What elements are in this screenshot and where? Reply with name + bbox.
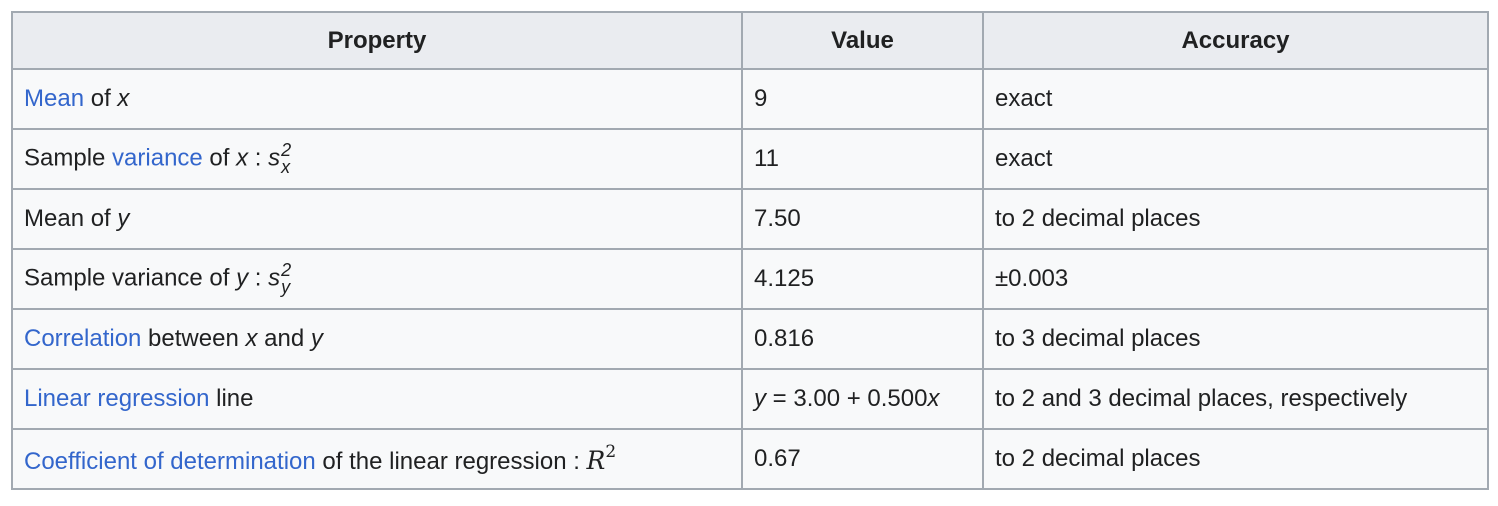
link[interactable]: Linear regression: [24, 385, 210, 412]
text: to 3 decimal places: [995, 325, 1201, 352]
table-cell: Correlation between x and y: [11, 308, 743, 370]
text: line: [209, 385, 254, 412]
table-cell: 0.816: [741, 308, 984, 370]
table-row: Mean of x 9 exact: [11, 68, 1489, 130]
text: Sample variance of: [24, 264, 237, 292]
column-header: Accuracy: [982, 11, 1489, 70]
table-cell: to 2 and 3 decimal places, respectively: [982, 368, 1489, 430]
italic-text: y: [236, 264, 249, 292]
table-cell: ±0.003: [982, 248, 1489, 310]
table-row: Correlation between x and y 0.816 to 3 dec…: [11, 308, 1489, 370]
text: 0.816: [754, 325, 815, 352]
italic-text: x: [927, 385, 940, 412]
text: 9: [754, 85, 768, 112]
text: ±0.003: [995, 265, 1069, 292]
text: of: [202, 144, 237, 172]
italic-text: y: [117, 205, 130, 232]
subscript: x: [281, 157, 291, 177]
italic-text: y: [310, 325, 323, 352]
italic-text: x: [117, 85, 130, 112]
italic-text: x: [236, 144, 249, 172]
link[interactable]: Coefficient of determination: [24, 448, 316, 475]
text: 4.125: [754, 265, 815, 292]
table-cell: Linear regression line: [11, 368, 743, 430]
header-row: Property Value Accuracy: [11, 11, 1489, 70]
superscript: 2: [605, 442, 617, 462]
text: of the linear regression :: [315, 448, 587, 475]
text: between: [141, 325, 246, 352]
text: exact: [995, 145, 1053, 172]
table-row: Linear regression line y = 3.00 + 0.500x t…: [11, 368, 1489, 430]
subscript: y: [281, 277, 291, 297]
table-cell: 0.67: [741, 428, 984, 490]
table-row: Coefficient of determination of the line…: [11, 428, 1489, 490]
table-cell: to 2 decimal places: [982, 188, 1489, 250]
link[interactable]: variance: [112, 144, 203, 172]
superscript: 2: [281, 260, 292, 280]
column-header: Value: [741, 11, 984, 70]
table-row: Mean of y 7.50 to 2 decimal places: [11, 188, 1489, 250]
italic-text: s: [268, 144, 281, 172]
italic-text: s: [268, 264, 281, 292]
table-cell: y = 3.00 + 0.500x: [741, 368, 984, 430]
table-cell: exact: [982, 128, 1489, 190]
table-cell: 9: [741, 68, 984, 130]
text: and: [257, 325, 311, 352]
text: 7.50: [754, 205, 801, 232]
link[interactable]: Correlation: [24, 325, 142, 352]
italic-text: x: [245, 325, 258, 352]
table-row: Sample variance of x : s 2 x 11 exact: [11, 128, 1489, 190]
table-cell: 4.125: [741, 248, 984, 310]
text: = 3.00 + 0.500: [766, 385, 928, 412]
data-table: Property Value Accuracy Mean of x 9 exact Sam…: [11, 11, 1489, 490]
table-cell: to 3 decimal places: [982, 308, 1489, 370]
text: :: [248, 144, 269, 172]
text: to 2 decimal places: [995, 445, 1201, 472]
table-cell: Mean of y: [11, 188, 743, 250]
table-cell: to 2 decimal places: [982, 428, 1489, 490]
text: exact: [995, 85, 1053, 112]
link[interactable]: Mean: [24, 85, 85, 112]
column-header: Property: [11, 11, 743, 70]
table-row: Sample variance of y : s 2 y 4.125 ±0.003: [11, 248, 1489, 310]
text: :: [248, 264, 269, 292]
text: Mean of: [24, 205, 118, 232]
table-cell: Coefficient of determination of the line…: [11, 428, 743, 490]
superscript: 2: [281, 140, 292, 160]
text: 11: [754, 145, 779, 172]
italic-text: y: [754, 385, 766, 412]
text: to 2 decimal places: [995, 205, 1201, 232]
table-cell: 7.50: [741, 188, 984, 250]
text: to 2 and 3 decimal places, respectively: [995, 385, 1408, 412]
table-cell: 11: [741, 128, 984, 190]
text: Sample: [24, 144, 113, 172]
text: 0.67: [754, 445, 801, 472]
table-cell: Mean of x: [11, 68, 743, 130]
table-cell: exact: [982, 68, 1489, 130]
math-text: R: [586, 446, 606, 475]
text: of: [84, 85, 118, 112]
